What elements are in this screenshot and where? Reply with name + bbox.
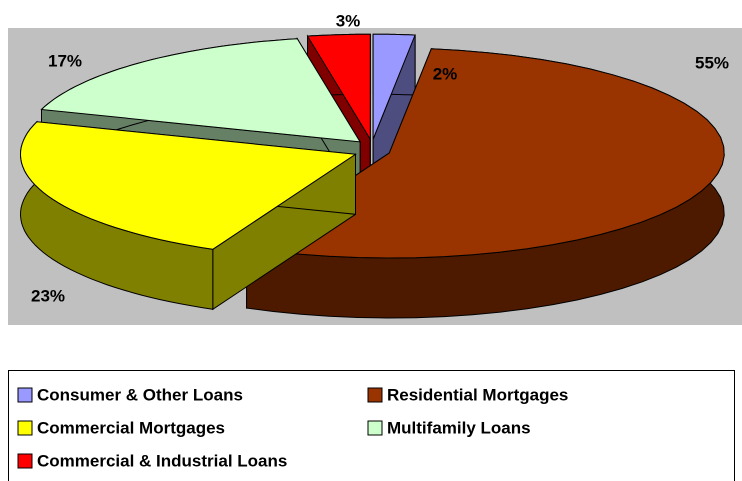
legend-label: Residential Mortgages (387, 385, 568, 404)
legend-swatch (367, 420, 383, 436)
legend-swatch (17, 420, 33, 436)
slice (245, 48, 725, 259)
data-label: 55% (695, 53, 729, 72)
legend-label: Commercial & Industrial Loans (37, 451, 287, 470)
legend-items: Consumer & Other Loans Residential Mortga… (17, 385, 568, 470)
legend-label: Multifamily Loans (387, 418, 531, 437)
legend-label: Commercial Mortgages (37, 418, 225, 437)
legend-swatch (17, 387, 33, 403)
legend-swatch (17, 453, 33, 469)
legend-swatch (367, 387, 383, 403)
legend-label: Consumer & Other Loans (37, 385, 243, 404)
slice (40, 38, 362, 143)
slice (306, 33, 371, 141)
slice (372, 33, 416, 140)
slice (19, 121, 357, 250)
pie (19, 33, 725, 319)
data-label: 2% (433, 64, 458, 83)
data-label: 3% (336, 11, 361, 30)
data-label: 17% (48, 51, 82, 70)
data-label: 23% (31, 286, 65, 305)
